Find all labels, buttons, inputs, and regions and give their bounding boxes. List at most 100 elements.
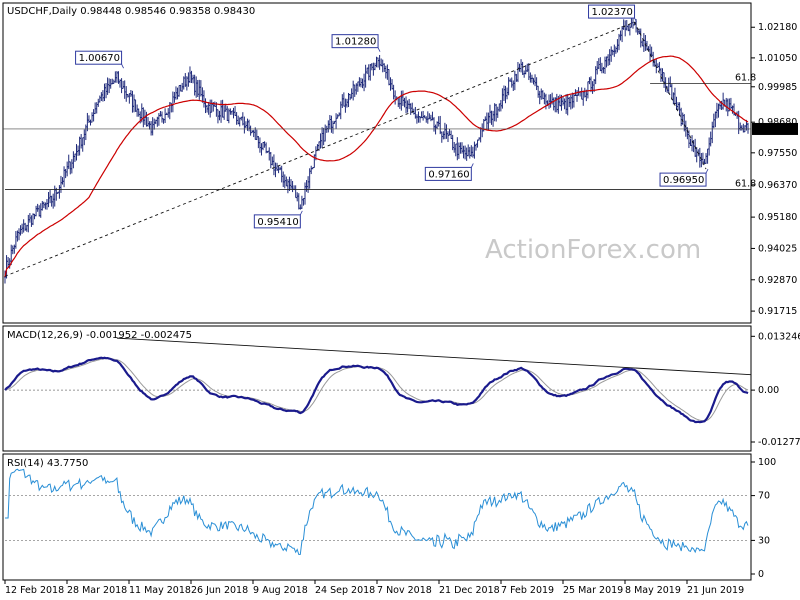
swing-price-callout: 1.01280 <box>331 34 381 52</box>
ohlc-bar <box>33 213 36 220</box>
svg-text:1.00670: 1.00670 <box>79 53 120 64</box>
ohlc-bar <box>677 102 680 111</box>
ohlc-bar <box>100 92 103 102</box>
ohlc-bar <box>73 153 76 162</box>
moving-average-line <box>4 55 749 278</box>
ohlc-bar <box>474 143 477 151</box>
ohlc-bar <box>21 223 24 234</box>
ohlc-bar <box>248 119 251 132</box>
ohlc-bar <box>202 90 205 108</box>
ohlc-bar <box>36 203 39 212</box>
ohlc-bar <box>439 115 442 135</box>
ohlc-bar <box>605 56 608 68</box>
ohlc-bar <box>649 44 652 62</box>
ohlc-bar <box>387 68 390 86</box>
ohlc-bar <box>569 94 572 110</box>
date-tick-label: 28 Mar 2018 <box>67 585 127 596</box>
ohlc-bar <box>538 90 541 105</box>
ohlc-bar <box>440 131 443 143</box>
ohlc-bar <box>41 200 44 211</box>
ohlc-bar <box>484 116 487 122</box>
symbol-ohlc-label: USDCHF,Daily 0.98448 0.98546 0.98358 0.9… <box>7 6 255 17</box>
ohlc-bar <box>669 76 672 88</box>
ohlc-bar <box>577 87 580 96</box>
ohlc-bar <box>201 87 204 103</box>
ohlc-bar <box>106 77 109 95</box>
ohlc-bar <box>445 124 448 139</box>
ohlc-bar <box>488 104 491 124</box>
ohlc-bar <box>283 174 286 189</box>
ohlc-bar <box>447 131 450 143</box>
ohlc-bar <box>151 117 154 136</box>
ohlc-bar <box>75 144 78 161</box>
ohlc-bar <box>453 141 456 153</box>
ohlc-bar <box>426 111 429 124</box>
ohlc-bar <box>280 165 283 183</box>
trendline <box>4 21 635 277</box>
ohlc-bar <box>644 35 647 51</box>
svg-text:0.97160: 0.97160 <box>428 169 469 180</box>
ohlc-bar <box>299 204 302 210</box>
ohlc-bar <box>302 197 305 206</box>
ohlc-bar <box>383 63 386 72</box>
swing-price-callout: 1.00670 <box>75 50 124 69</box>
ohlc-bar <box>322 127 325 146</box>
ohlc-bar <box>349 93 352 101</box>
ohlc-bar <box>409 103 412 115</box>
ohlc-bar <box>134 99 137 112</box>
date-tick-label: 21 Dec 2018 <box>439 585 500 596</box>
ohlc-bar <box>17 228 20 241</box>
ohlc-bar <box>145 111 148 127</box>
macd-label: MACD(12,26,9) -0.001952 -0.002475 <box>7 330 192 341</box>
ohlc-bar <box>291 180 294 193</box>
ohlc-bar <box>687 130 690 149</box>
ohlc-bar <box>136 104 139 117</box>
ohlc-bar <box>94 102 97 115</box>
ohlc-bar <box>705 153 708 164</box>
ohlc-bar <box>120 78 123 94</box>
ohlc-bar <box>656 63 659 68</box>
ohlc-bar <box>739 122 742 131</box>
ohlc-bar <box>591 81 594 94</box>
ohlc-bar <box>552 97 555 111</box>
price-tick-label: 0.91715 <box>758 306 797 317</box>
ohlc-bar <box>327 120 330 133</box>
fib-level-label: 61.8 <box>735 178 756 189</box>
ohlc-bar <box>616 39 619 53</box>
ohlc-bar <box>129 90 132 97</box>
ohlc-bar <box>460 142 463 154</box>
ohlc-bar <box>342 92 345 107</box>
date-tick-label: 7 Nov 2018 <box>377 585 432 596</box>
ohlc-bar <box>518 63 521 72</box>
ohlc-bar <box>714 111 717 128</box>
ohlc-bar <box>563 98 566 110</box>
ohlc-bar <box>91 112 94 123</box>
ohlc-bar <box>81 137 84 152</box>
ohlc-bar <box>543 92 546 105</box>
ohlc-bar <box>565 94 568 114</box>
ohlc-bar <box>622 19 625 30</box>
ohlc-bar <box>566 93 569 116</box>
ohlc-bar <box>324 124 327 142</box>
ohlc-bar <box>541 90 544 100</box>
ohlc-bar <box>380 58 383 67</box>
ohlc-bar <box>405 96 408 114</box>
ohlc-bar <box>450 130 453 139</box>
ohlc-bar <box>495 103 498 122</box>
ohlc-bar <box>131 90 134 113</box>
ohlc-bar <box>493 103 496 122</box>
ohlc-bar <box>52 193 55 209</box>
ohlc-bar <box>479 127 482 143</box>
ohlc-bar <box>101 90 104 102</box>
ohlc-bar <box>582 90 585 106</box>
ohlc-bar <box>272 154 275 176</box>
ohlc-bar <box>274 162 277 178</box>
date-tick-label: 12 Feb 2018 <box>5 585 64 596</box>
ohlc-bar <box>580 87 583 100</box>
rsi-panel <box>2 453 752 581</box>
ohlc-bar <box>193 74 196 96</box>
ohlc-bar <box>352 80 355 101</box>
ohlc-bar <box>285 176 288 187</box>
swing-price-callout: 0.96950 <box>659 168 709 187</box>
